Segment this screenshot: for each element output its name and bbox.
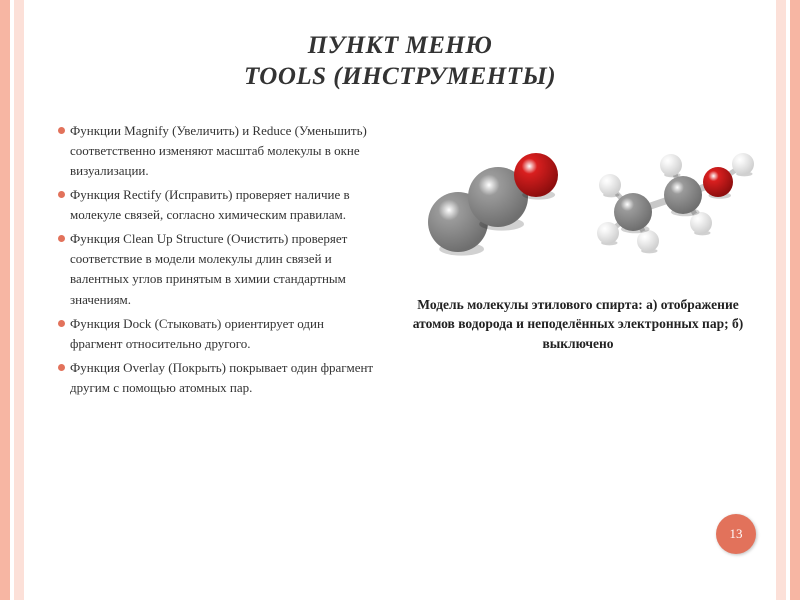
bullet-item: Функция Dock (Стыковать) ориентирует оди…: [58, 314, 378, 354]
bullet-dot-icon: [58, 364, 65, 371]
bullet-list: Функции Magnify (Увеличить) и Reduce (Ум…: [58, 121, 378, 403]
decorative-stripe: [776, 0, 786, 600]
bullet-item: Функции Magnify (Увеличить) и Reduce (Ум…: [58, 121, 378, 181]
title-line-1: ПУНКТ МЕНЮ: [308, 32, 493, 59]
title-line-2: TOOLS (ИНСТРУМЕНТЫ): [244, 63, 556, 90]
bullet-dot-icon: [58, 320, 65, 327]
decorative-stripe: [0, 0, 10, 600]
bullet-dot-icon: [58, 191, 65, 198]
slide-content: ПУНКТ МЕНЮ TOOLS (ИНСТРУМЕНТЫ) Функции M…: [30, 0, 770, 600]
figure-column: Модель молекулы этилового спирта: а) ото…: [398, 121, 758, 403]
columns: Функции Magnify (Увеличить) и Reduce (Ум…: [58, 121, 742, 403]
bullet-text: Функция Overlay (Покрыть) покрывает один…: [70, 360, 373, 395]
bullet-item: Функция Clean Up Structure (Очистить) пр…: [58, 229, 378, 310]
slide-title: ПУНКТ МЕНЮ TOOLS (ИНСТРУМЕНТЫ): [58, 30, 742, 93]
bullet-dot-icon: [58, 235, 65, 242]
decorative-stripe: [14, 0, 24, 600]
page-number: 13: [730, 526, 743, 542]
bullet-dot-icon: [58, 127, 65, 134]
figure-caption: Модель молекулы этилового спирта: а) ото…: [398, 295, 758, 354]
bullet-item: Функция Rectify (Исправить) проверяет на…: [58, 185, 378, 225]
molecule-figure: [398, 127, 758, 277]
bullet-text: Функция Clean Up Structure (Очистить) пр…: [70, 231, 347, 306]
decorative-stripe: [790, 0, 800, 600]
bullet-item: Функция Overlay (Покрыть) покрывает один…: [58, 358, 378, 398]
bullet-text: Функция Rectify (Исправить) проверяет на…: [70, 187, 350, 222]
bullet-text: Функция Dock (Стыковать) ориентирует оди…: [70, 316, 324, 351]
page-number-badge: 13: [716, 514, 756, 554]
bullet-text: Функции Magnify (Увеличить) и Reduce (Ум…: [70, 123, 367, 178]
